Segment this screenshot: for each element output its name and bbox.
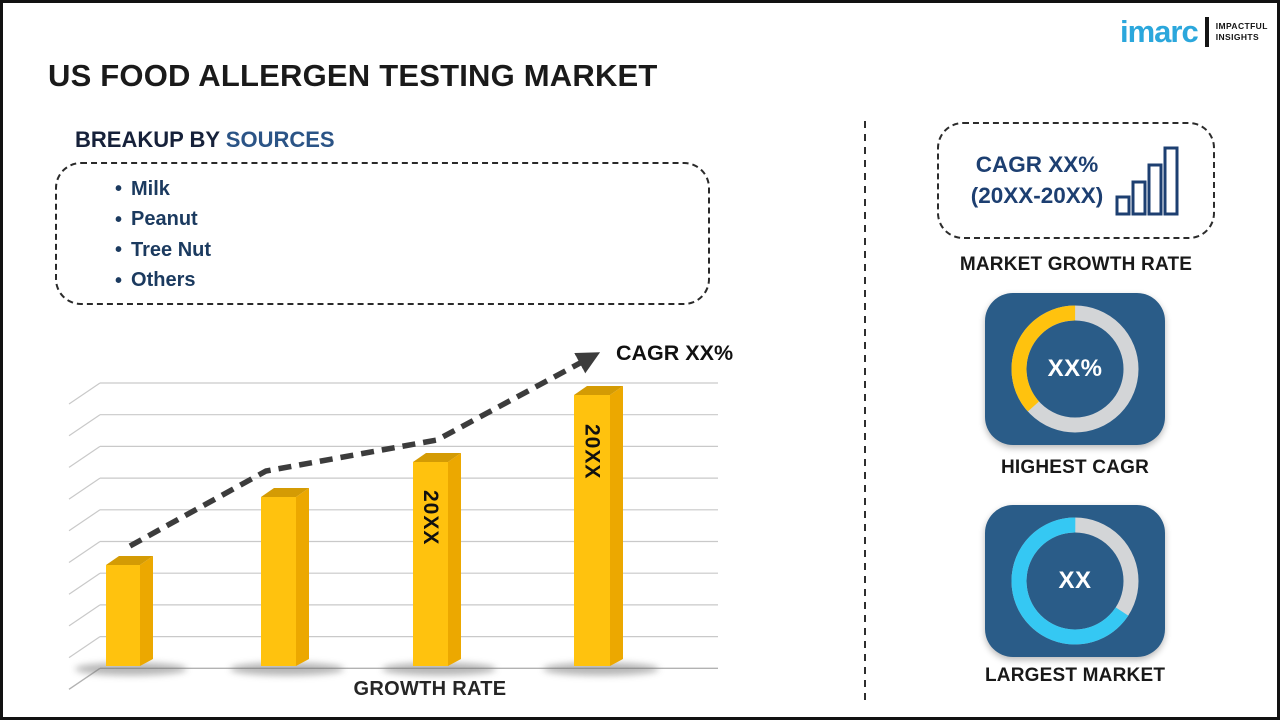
list-item-milk: • Milk [115,174,708,205]
imarc-logo: imarc IMPACTFUL INSIGHTS [1120,16,1268,47]
sources-list-box: • Milk • Peanut • Tree Nut • Others [55,162,710,305]
bar3-year-label: 20XX [419,490,442,546]
bar4-year-label: 20XX [580,424,604,480]
chart-gridlines [68,382,718,690]
cagr-growth-box: CAGR XX% (20XX-20XX) [937,122,1215,239]
bar-2 [261,488,309,666]
highest-cagr-donut [1011,305,1139,433]
logo-tagline-line1: IMPACTFUL [1215,21,1268,32]
highest-cagr-label: HIGHEST CAGR [1000,457,1150,478]
breakup-heading-highlight: SOURCES [225,127,335,152]
bar-shadows [75,662,659,676]
logo-divider [1204,16,1209,47]
list-item-tree-nut: • Tree Nut [115,235,708,266]
largest-market-donut [1011,517,1139,645]
bullet-icon: • [115,178,123,201]
highest-cagr-tile: XX% [985,293,1165,445]
logo-tagline: IMPACTFUL INSIGHTS [1216,21,1268,41]
cagr-period-line: (20XX-20XX) [970,182,1104,208]
bar-1 [106,556,153,666]
list-item-label: Peanut [131,208,198,231]
largest-market-label: LARGEST MARKET [985,665,1166,686]
largest-market-tile: XX [985,505,1165,657]
logo-tagline-line2: INSIGHTS [1215,31,1260,42]
largest-market-value: XX [1058,567,1092,594]
list-item-label: Milk [131,177,170,200]
bullet-icon: • [115,208,123,231]
sources-list: • Milk • Peanut • Tree Nut • Others [115,174,708,296]
trend-arrow-line [128,352,601,549]
list-item-others: • Others [115,266,708,297]
chart-x-axis-label: GROWTH RATE [353,678,507,700]
trend-cagr-annotation: CAGR XX% [616,341,734,365]
list-item-label: Others [131,269,196,292]
imarc-logo-wordmark: imarc [1120,14,1199,49]
growth-bars-icon [1115,146,1179,215]
highest-cagr-value: XX% [1047,355,1103,382]
breakup-heading: BREAKUP BY SOURCES [75,127,335,153]
list-item-label: Tree Nut [131,238,212,261]
market-growth-rate-label: MARKET GROWTH RATE [959,254,1193,275]
list-item-peanut: • Peanut [115,205,708,236]
page-title: US FOOD ALLERGEN TESTING MARKET [48,58,658,93]
breakup-heading-prefix: BREAKUP BY [75,127,226,152]
cagr-value-line: CAGR XX% [975,152,1099,178]
bullet-icon: • [115,239,123,262]
cagr-growth-text: CAGR XX% (20XX-20XX) [971,150,1104,211]
section-divider [864,121,866,701]
bullet-icon: • [115,269,123,292]
